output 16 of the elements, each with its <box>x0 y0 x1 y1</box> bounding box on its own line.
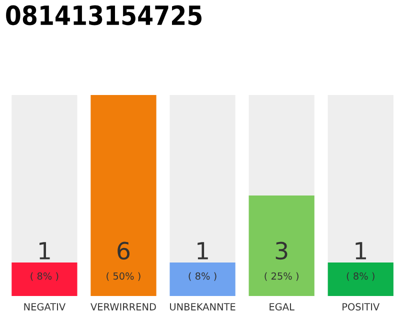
chart-title: 081413154725 <box>6 5 202 26</box>
annotation: ( 25% ) <box>264 272 298 281</box>
annotation: ( 8% ) <box>346 272 374 281</box>
data-label: 1 <box>198 242 208 260</box>
annotation: ( 50% ) <box>106 272 140 281</box>
x-tick-label: VERWIRREND <box>90 303 156 310</box>
data-label: 3 <box>276 242 288 260</box>
x-tick-label: EGAL <box>270 303 294 310</box>
x-tick-label: UNBEKANNTE <box>170 303 236 310</box>
x-tick-label: NEGATIV <box>24 303 66 310</box>
annotation: ( 8% ) <box>30 272 58 281</box>
annotation: ( 8% ) <box>188 272 216 281</box>
x-tick-label: POSITIV <box>342 303 380 310</box>
data-label: 6 <box>118 242 130 260</box>
data-label: 1 <box>40 242 50 260</box>
data-label: 1 <box>356 242 366 260</box>
